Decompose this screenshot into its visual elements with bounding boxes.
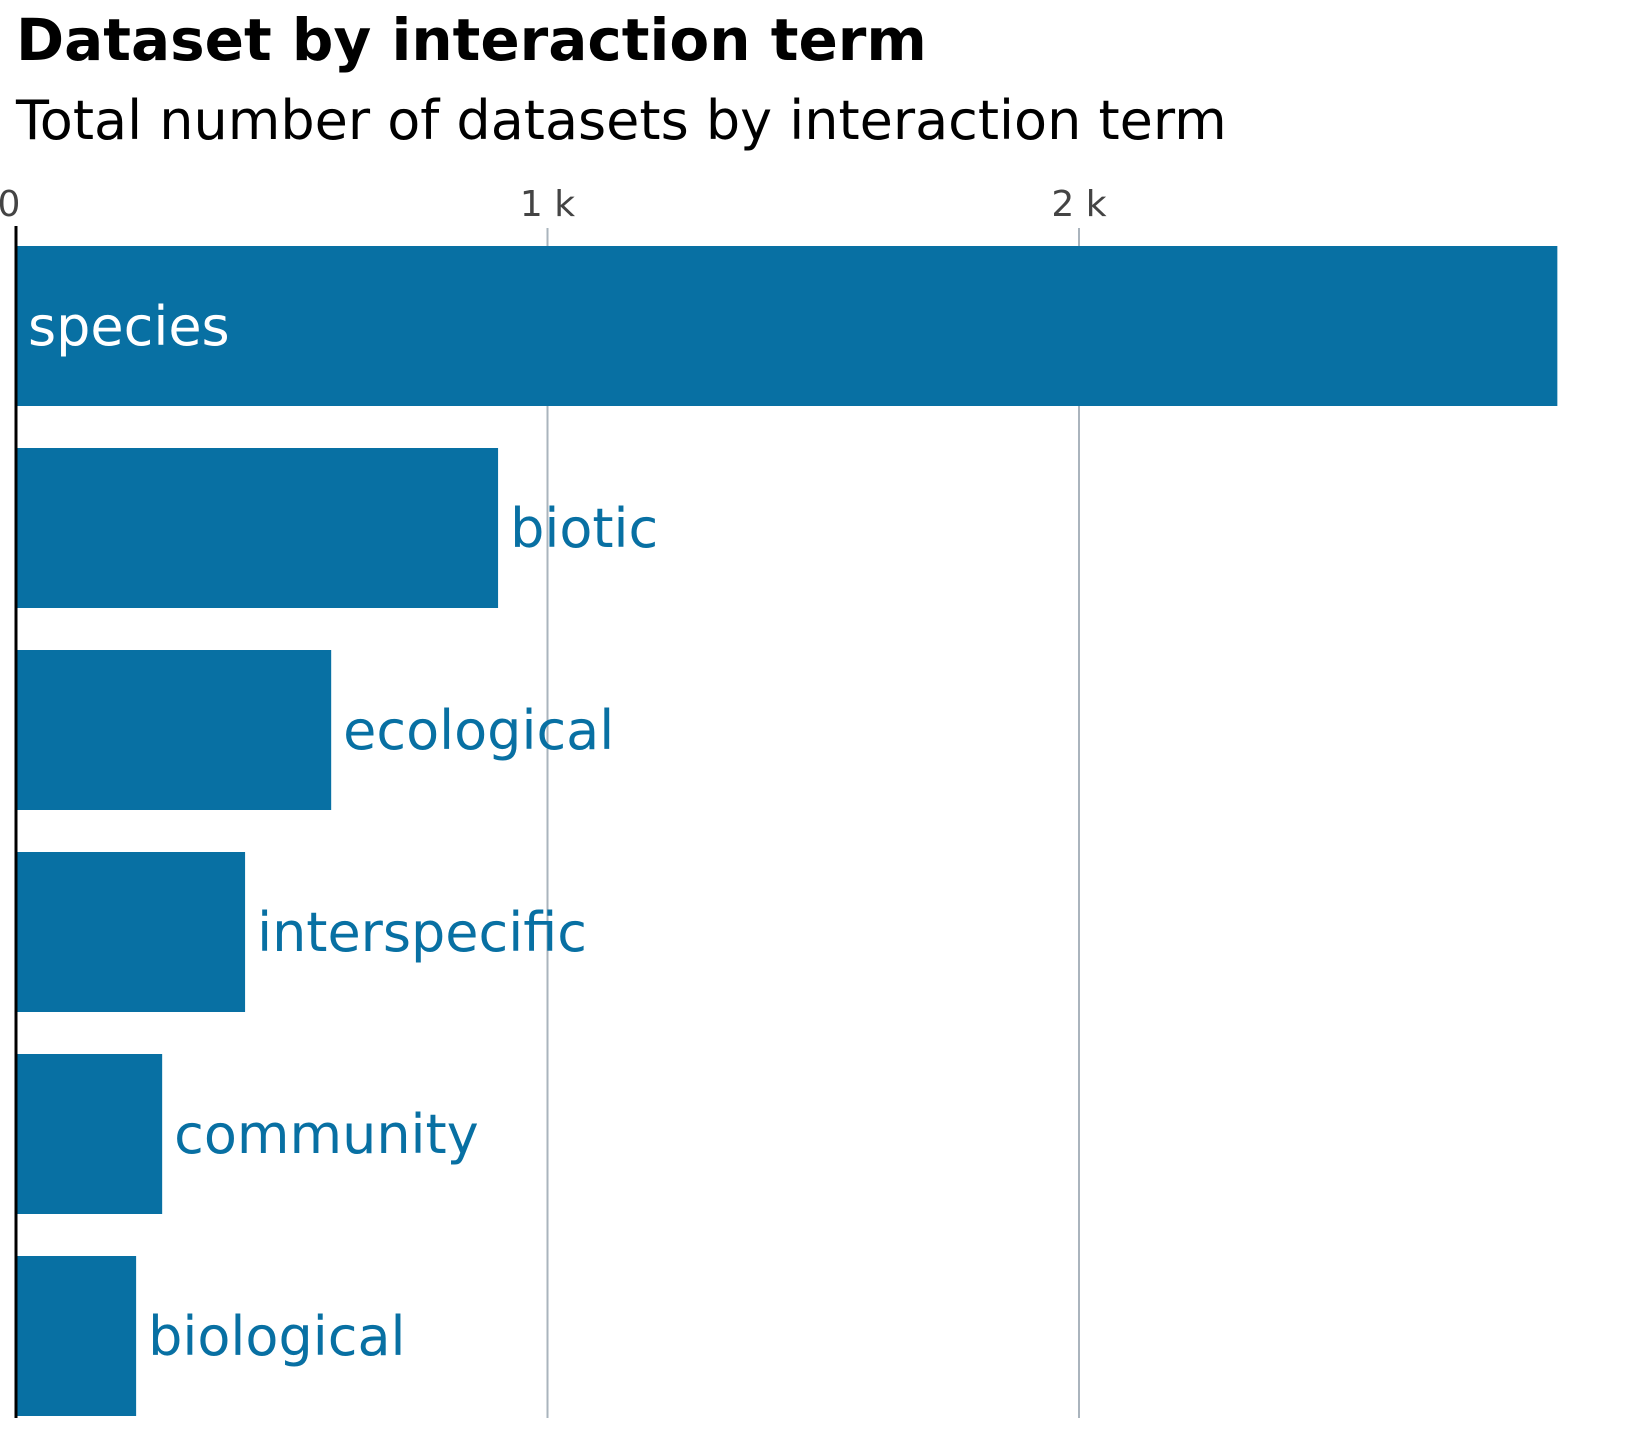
- chart-subtitle: Total number of datasets by interaction …: [16, 89, 1227, 152]
- bar-label-biological: biological: [148, 1305, 405, 1368]
- bar-label-interspecific: interspecific: [257, 901, 587, 964]
- x-tick-label-1: 1 k: [520, 184, 575, 225]
- bar-label-ecological: ecological: [343, 699, 614, 762]
- bar-ecological: [16, 650, 332, 810]
- bar-labels: species biotic ecological interspecific comm…: [28, 295, 658, 1368]
- bar-community: [16, 1054, 163, 1214]
- gridlines: [546, 228, 1080, 1418]
- bar-label-community: community: [174, 1103, 479, 1166]
- bar-interspecific: [16, 852, 246, 1012]
- x-axis-ticks: 0 1 k 2 k: [0, 184, 1107, 225]
- x-tick-label-2: 2 k: [1051, 184, 1106, 225]
- bars: [16, 246, 1558, 1416]
- chart-title: Dataset by interaction term: [16, 6, 927, 74]
- x-tick-label-0: 0: [0, 184, 20, 225]
- bar-label-biotic: biotic: [510, 497, 658, 560]
- bar-label-species: species: [28, 295, 230, 358]
- bar-biotic: [16, 448, 499, 608]
- bar-biological: [16, 1256, 137, 1416]
- bar-species: [16, 246, 1558, 406]
